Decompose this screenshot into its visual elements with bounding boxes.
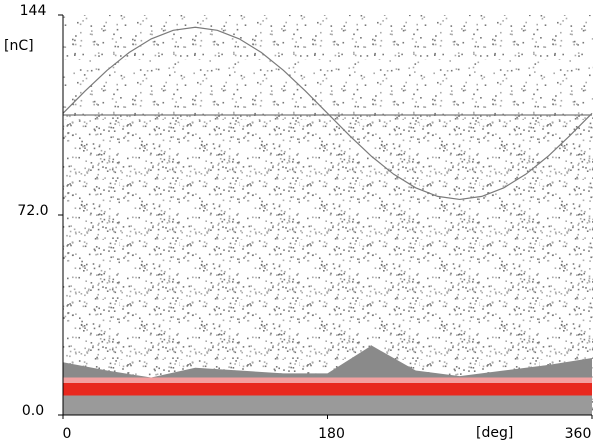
y-axis-label: [nC]	[4, 38, 34, 54]
y-tick-label: 0.0	[22, 403, 44, 419]
x-axis-label: [deg]	[476, 425, 513, 441]
noise-texture	[63, 15, 593, 125]
x-tick-label: 0	[63, 426, 72, 442]
area	[63, 395, 592, 415]
y-tick-label: 144	[20, 3, 47, 19]
reference-curve	[62, 26, 593, 201]
x-tick-label: 360	[565, 426, 592, 442]
y-tick-label: 72.0	[17, 203, 48, 219]
noise-texture	[63, 115, 593, 415]
x-tick-label: 180	[318, 426, 345, 442]
